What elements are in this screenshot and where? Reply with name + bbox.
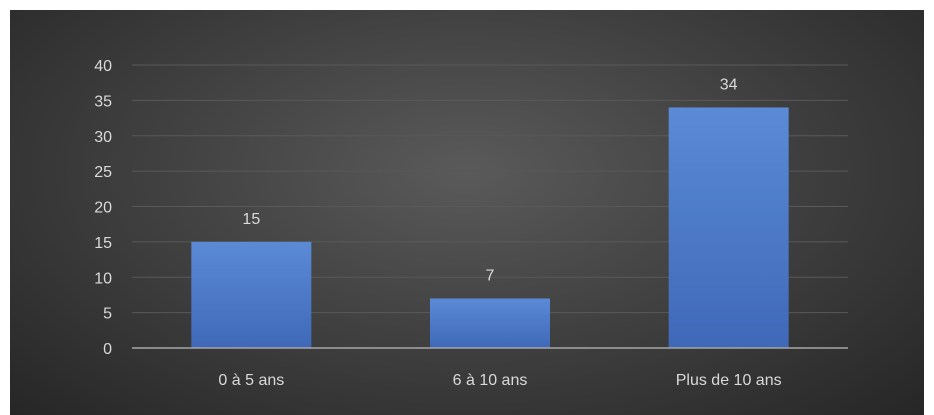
x-category-label: 0 à 5 ans [218,372,284,389]
y-axis-tick-labels: 0 5 10 15 20 25 30 35 40 [94,58,112,358]
y-tick-label: 30 [94,129,112,146]
data-label: 7 [486,267,495,284]
x-category-label: 6 à 10 ans [453,372,528,389]
bar [191,241,312,348]
y-tick-label: 0 [103,341,112,358]
y-tick-label: 5 [103,306,112,323]
data-label: 34 [720,76,738,93]
x-category-label: Plus de 10 ans [676,372,782,389]
data-labels: 15 7 34 [242,76,737,284]
x-axis-category-labels: 0 à 5 ans 6 à 10 ans Plus de 10 ans [218,372,781,389]
y-tick-label: 25 [94,164,112,181]
y-tick-label: 10 [94,270,112,287]
bars [191,107,789,348]
bar [430,298,550,348]
bar [668,107,789,348]
y-tick-label: 40 [94,58,112,75]
y-tick-label: 15 [94,235,112,252]
y-tick-label: 20 [94,200,112,217]
y-tick-label: 35 [94,93,112,110]
data-label: 15 [242,211,260,228]
